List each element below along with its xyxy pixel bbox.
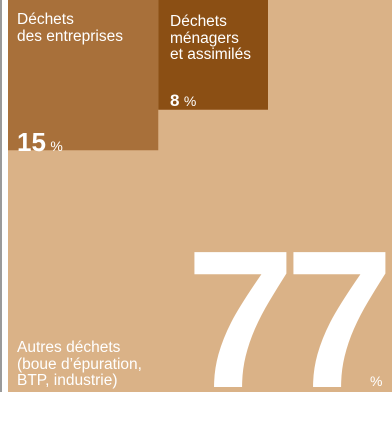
label-menagers: Déchets ménagers et assimilés: [170, 13, 251, 64]
treemap-svg: [0, 0, 392, 392]
label-entreprises-text: Déchets des entreprises: [17, 11, 123, 45]
value-menagers-number: 8: [170, 91, 180, 110]
value-menagers: 8 %: [170, 91, 197, 110]
value-entreprises: 15 %: [17, 128, 63, 156]
label-entreprises: Déchets des entreprises: [17, 11, 123, 45]
value-menagers-unit: %: [183, 93, 197, 109]
value-autres-number: 77: [186, 210, 392, 429]
label-autres: Autres déchets (boue d’épuration, BTP, i…: [17, 339, 142, 390]
waste-treemap: Déchets des entreprises 15 % Déchets mén…: [0, 0, 392, 392]
label-autres-text: Autres déchets (boue d’épuration, BTP, i…: [17, 339, 142, 390]
tile-dechets-entreprises: [8, 0, 159, 151]
value-entreprises-number: 15: [17, 127, 46, 157]
value-autres-unit: %: [370, 373, 383, 389]
tile-dechets-menagers: [158, 0, 269, 110]
label-menagers-text: Déchets ménagers et assimilés: [170, 13, 251, 64]
value-entreprises-unit: %: [50, 138, 63, 154]
